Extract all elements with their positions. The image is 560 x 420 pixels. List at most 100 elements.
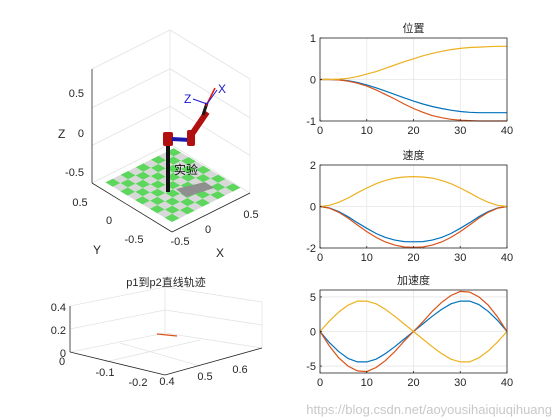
x-axis-3d [171, 192, 251, 233]
floor-tile [181, 157, 196, 166]
floor-tile [225, 183, 241, 192]
robot-link-3 [189, 110, 210, 136]
frame-z-axis [192, 98, 208, 105]
grid-mid [164, 309, 263, 326]
y-tick-label: 0 [59, 356, 65, 368]
floor-tile [157, 201, 173, 210]
y-axis-3d [69, 351, 166, 376]
robot-label: 实验 [174, 162, 198, 177]
floor-tile [135, 171, 151, 180]
y-tick-label: 2 [310, 160, 316, 172]
x-tick-label: 10 [361, 125, 373, 137]
series-line-3 [320, 45, 507, 81]
floor-tile [210, 182, 226, 191]
x-tick-label: 0.6 [232, 364, 247, 376]
x-tick-label: 0 [317, 377, 323, 389]
floor-tile [143, 159, 159, 168]
floor-tile [173, 152, 189, 161]
y-tick-label: 0 [310, 327, 316, 339]
floor-tile [143, 167, 159, 176]
floor-tile [165, 197, 180, 206]
x-tick-label: 20 [407, 252, 419, 264]
floor-tile [187, 202, 203, 211]
x-tick-label: 0.5 [243, 209, 258, 221]
y-tick-label: -1 [306, 116, 316, 128]
x-tick-label: 10 [361, 252, 373, 264]
x-tick-label: 20 [407, 377, 419, 389]
z-tick-label: 0 [78, 128, 84, 140]
z-tick-label: 0 [60, 348, 66, 360]
floor-tile [188, 161, 204, 170]
wall-grid [91, 68, 251, 119]
y-axis-label: Y [93, 243, 101, 257]
floor-tile [127, 191, 143, 200]
floor-tile [150, 172, 166, 181]
wall-grid [91, 105, 251, 156]
floor-edge [91, 143, 171, 184]
trajectory-line [156, 333, 178, 337]
series-line-3 [319, 175, 508, 208]
floor-tile [195, 165, 211, 174]
y-tick-label: 0 [310, 202, 316, 214]
floor-tile [135, 163, 151, 172]
trajectory-3d-plot: 0.4 0.2 0 -0.1 -0.2 0 0.4 0.5 0.6 p1到p2直线轨迹 [51, 275, 263, 389]
floor-tile [112, 183, 128, 192]
grid-mid [69, 309, 166, 330]
floor-tile [149, 205, 165, 214]
subplot-title: 位置 [403, 21, 425, 35]
frame-x-label: X [218, 82, 226, 96]
floor-tile [180, 165, 196, 174]
floor-tile [150, 196, 165, 205]
floor-tile [202, 194, 218, 203]
floor-tile [120, 187, 136, 196]
floor-tile [180, 198, 195, 207]
subplot-title: 速度 [403, 148, 425, 162]
floor-tile [135, 196, 150, 205]
floor-tile [127, 183, 143, 192]
frame-z-label: Z [184, 92, 191, 106]
y-tick-label: -0.5 [125, 234, 144, 246]
grid-back-top [69, 286, 166, 307]
y-tick-label: -2 [306, 243, 316, 255]
x-tick-label: -0.5 [171, 236, 190, 248]
floor-tile [105, 178, 121, 187]
y-tick-label: 5 [310, 292, 316, 304]
floor-tile [164, 213, 180, 222]
x-tick-label: 0.4 [159, 376, 174, 388]
y-tick-label: 0 [106, 215, 112, 227]
x-tick-label: 10 [361, 377, 373, 389]
floor-tile [150, 164, 166, 173]
floor-tile [135, 188, 151, 197]
floor-tile [128, 175, 143, 184]
floor-tile [173, 169, 189, 178]
floor-tile [120, 179, 136, 188]
floor-tile [164, 205, 180, 214]
floor-tile [210, 174, 226, 183]
series-line-3 [319, 300, 508, 363]
y-axis-3d [91, 182, 173, 233]
floor-tile [195, 174, 211, 183]
floor-tile [218, 179, 233, 188]
floor-tile [150, 188, 166, 197]
floor-tile [203, 178, 218, 187]
floor-tile [142, 200, 158, 209]
plot-title: p1到p2直线轨迹 [126, 275, 205, 289]
z-tick-label: 0.2 [51, 325, 66, 337]
floor-edge [169, 143, 251, 194]
back-wall-top [91, 29, 251, 80]
floor-tile [210, 191, 226, 200]
floor-tile [195, 198, 210, 207]
y-tick-label: -5 [306, 361, 316, 373]
floor-tile [180, 173, 196, 182]
grid-floor [119, 342, 201, 367]
floor-tile [188, 169, 204, 178]
y-tick-label: 1 [310, 33, 316, 45]
floor-tile [187, 194, 203, 203]
robot-shadow [176, 182, 214, 197]
x-tick-label: 0 [317, 252, 323, 264]
x-tick-label: 30 [454, 125, 466, 137]
